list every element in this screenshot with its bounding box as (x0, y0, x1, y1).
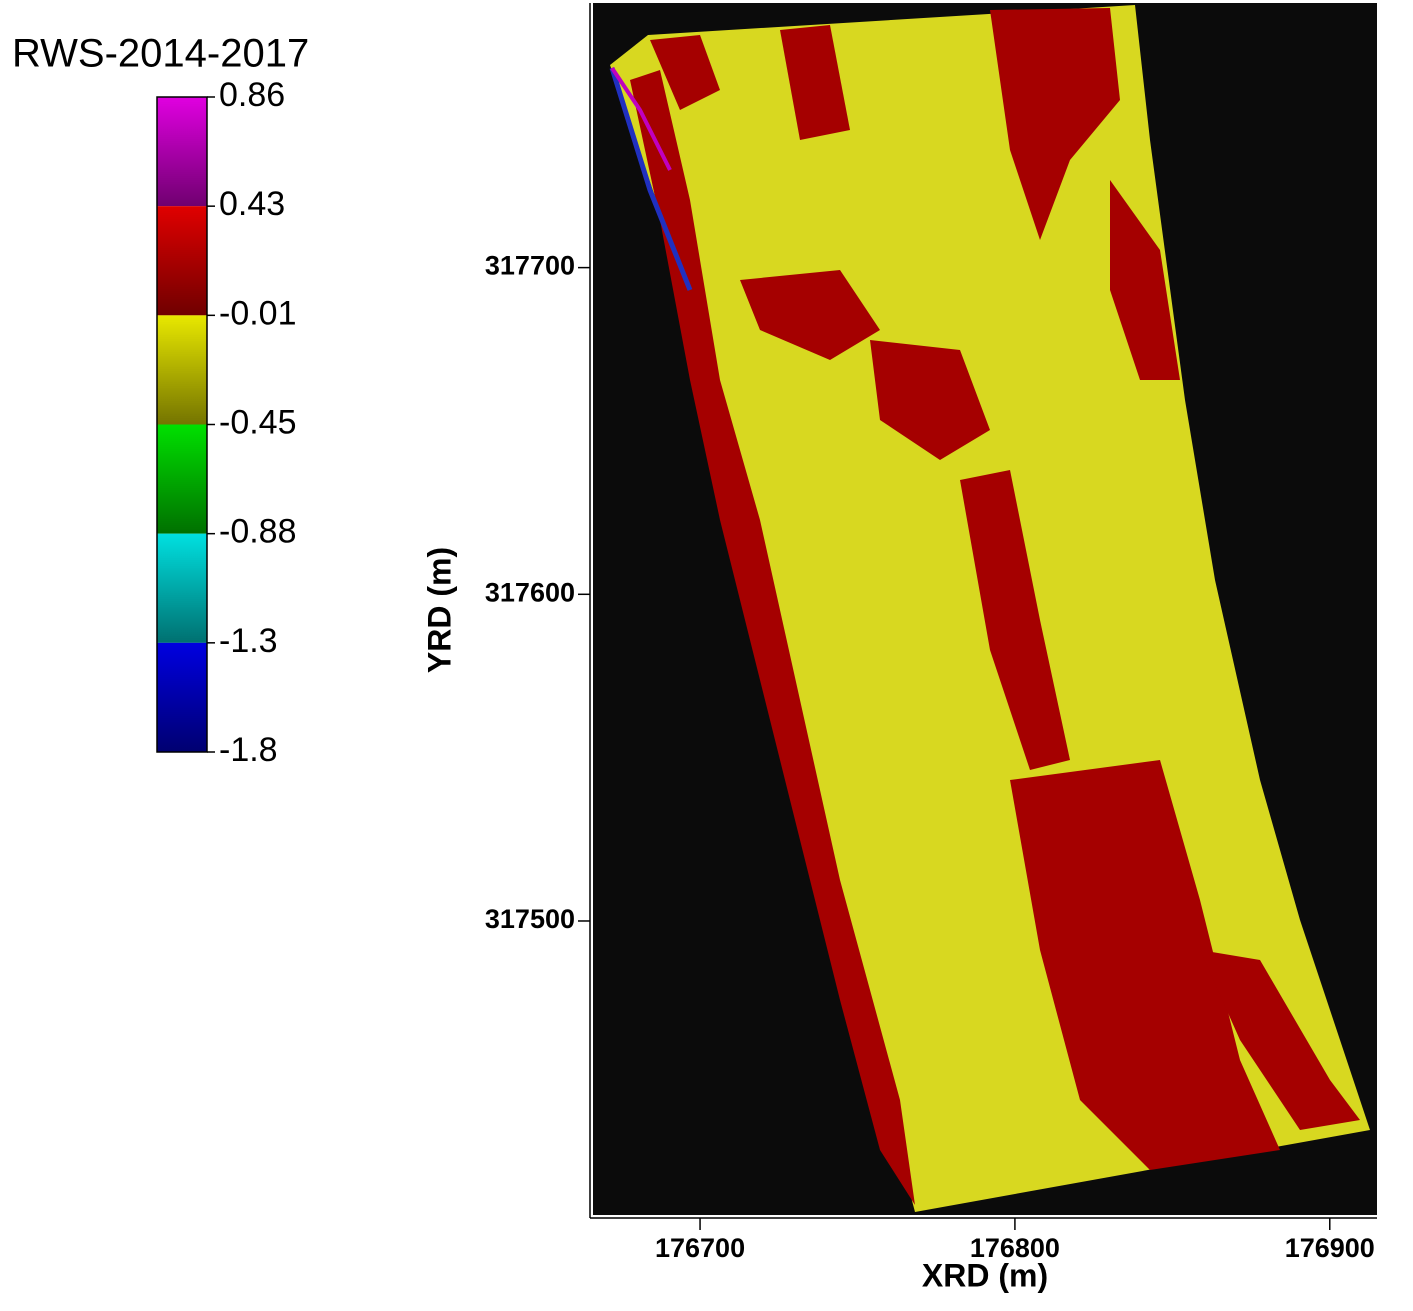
colorbar-shade (157, 97, 207, 206)
colorbar-tick-label: -0.88 (219, 513, 297, 551)
x-tick-label: 176900 (1285, 1233, 1375, 1263)
chart: RWS-2014-2017 XRD (m) YRD (m) 1767001768… (0, 0, 1413, 1306)
y-tick-label: 317600 (485, 577, 575, 607)
colorbar-tick-label: 0.86 (219, 76, 285, 114)
colorbar-shade (157, 206, 207, 315)
colorbar-tick-label: -1.8 (219, 731, 278, 769)
y-axis-title: YRD (m) (421, 547, 457, 673)
colorbar-tick-label: -0.01 (219, 294, 297, 332)
colorbar-tick-label: -1.3 (219, 622, 278, 660)
y-tick-label: 317500 (485, 904, 575, 934)
x-tick-label: 176800 (970, 1233, 1060, 1263)
colorbar-tick-label: 0.43 (219, 185, 285, 223)
colorbar-shade (157, 643, 207, 752)
colorbar-tick-label: -0.45 (219, 403, 297, 441)
y-tick-label: 317700 (485, 251, 575, 281)
x-tick-label: 176700 (655, 1233, 745, 1263)
colorbar-shade (157, 534, 207, 643)
colorbar-title: RWS-2014-2017 (12, 32, 309, 76)
colorbar-shade (157, 315, 207, 424)
colorbar-shade (157, 425, 207, 534)
map-area (593, 3, 1377, 1215)
